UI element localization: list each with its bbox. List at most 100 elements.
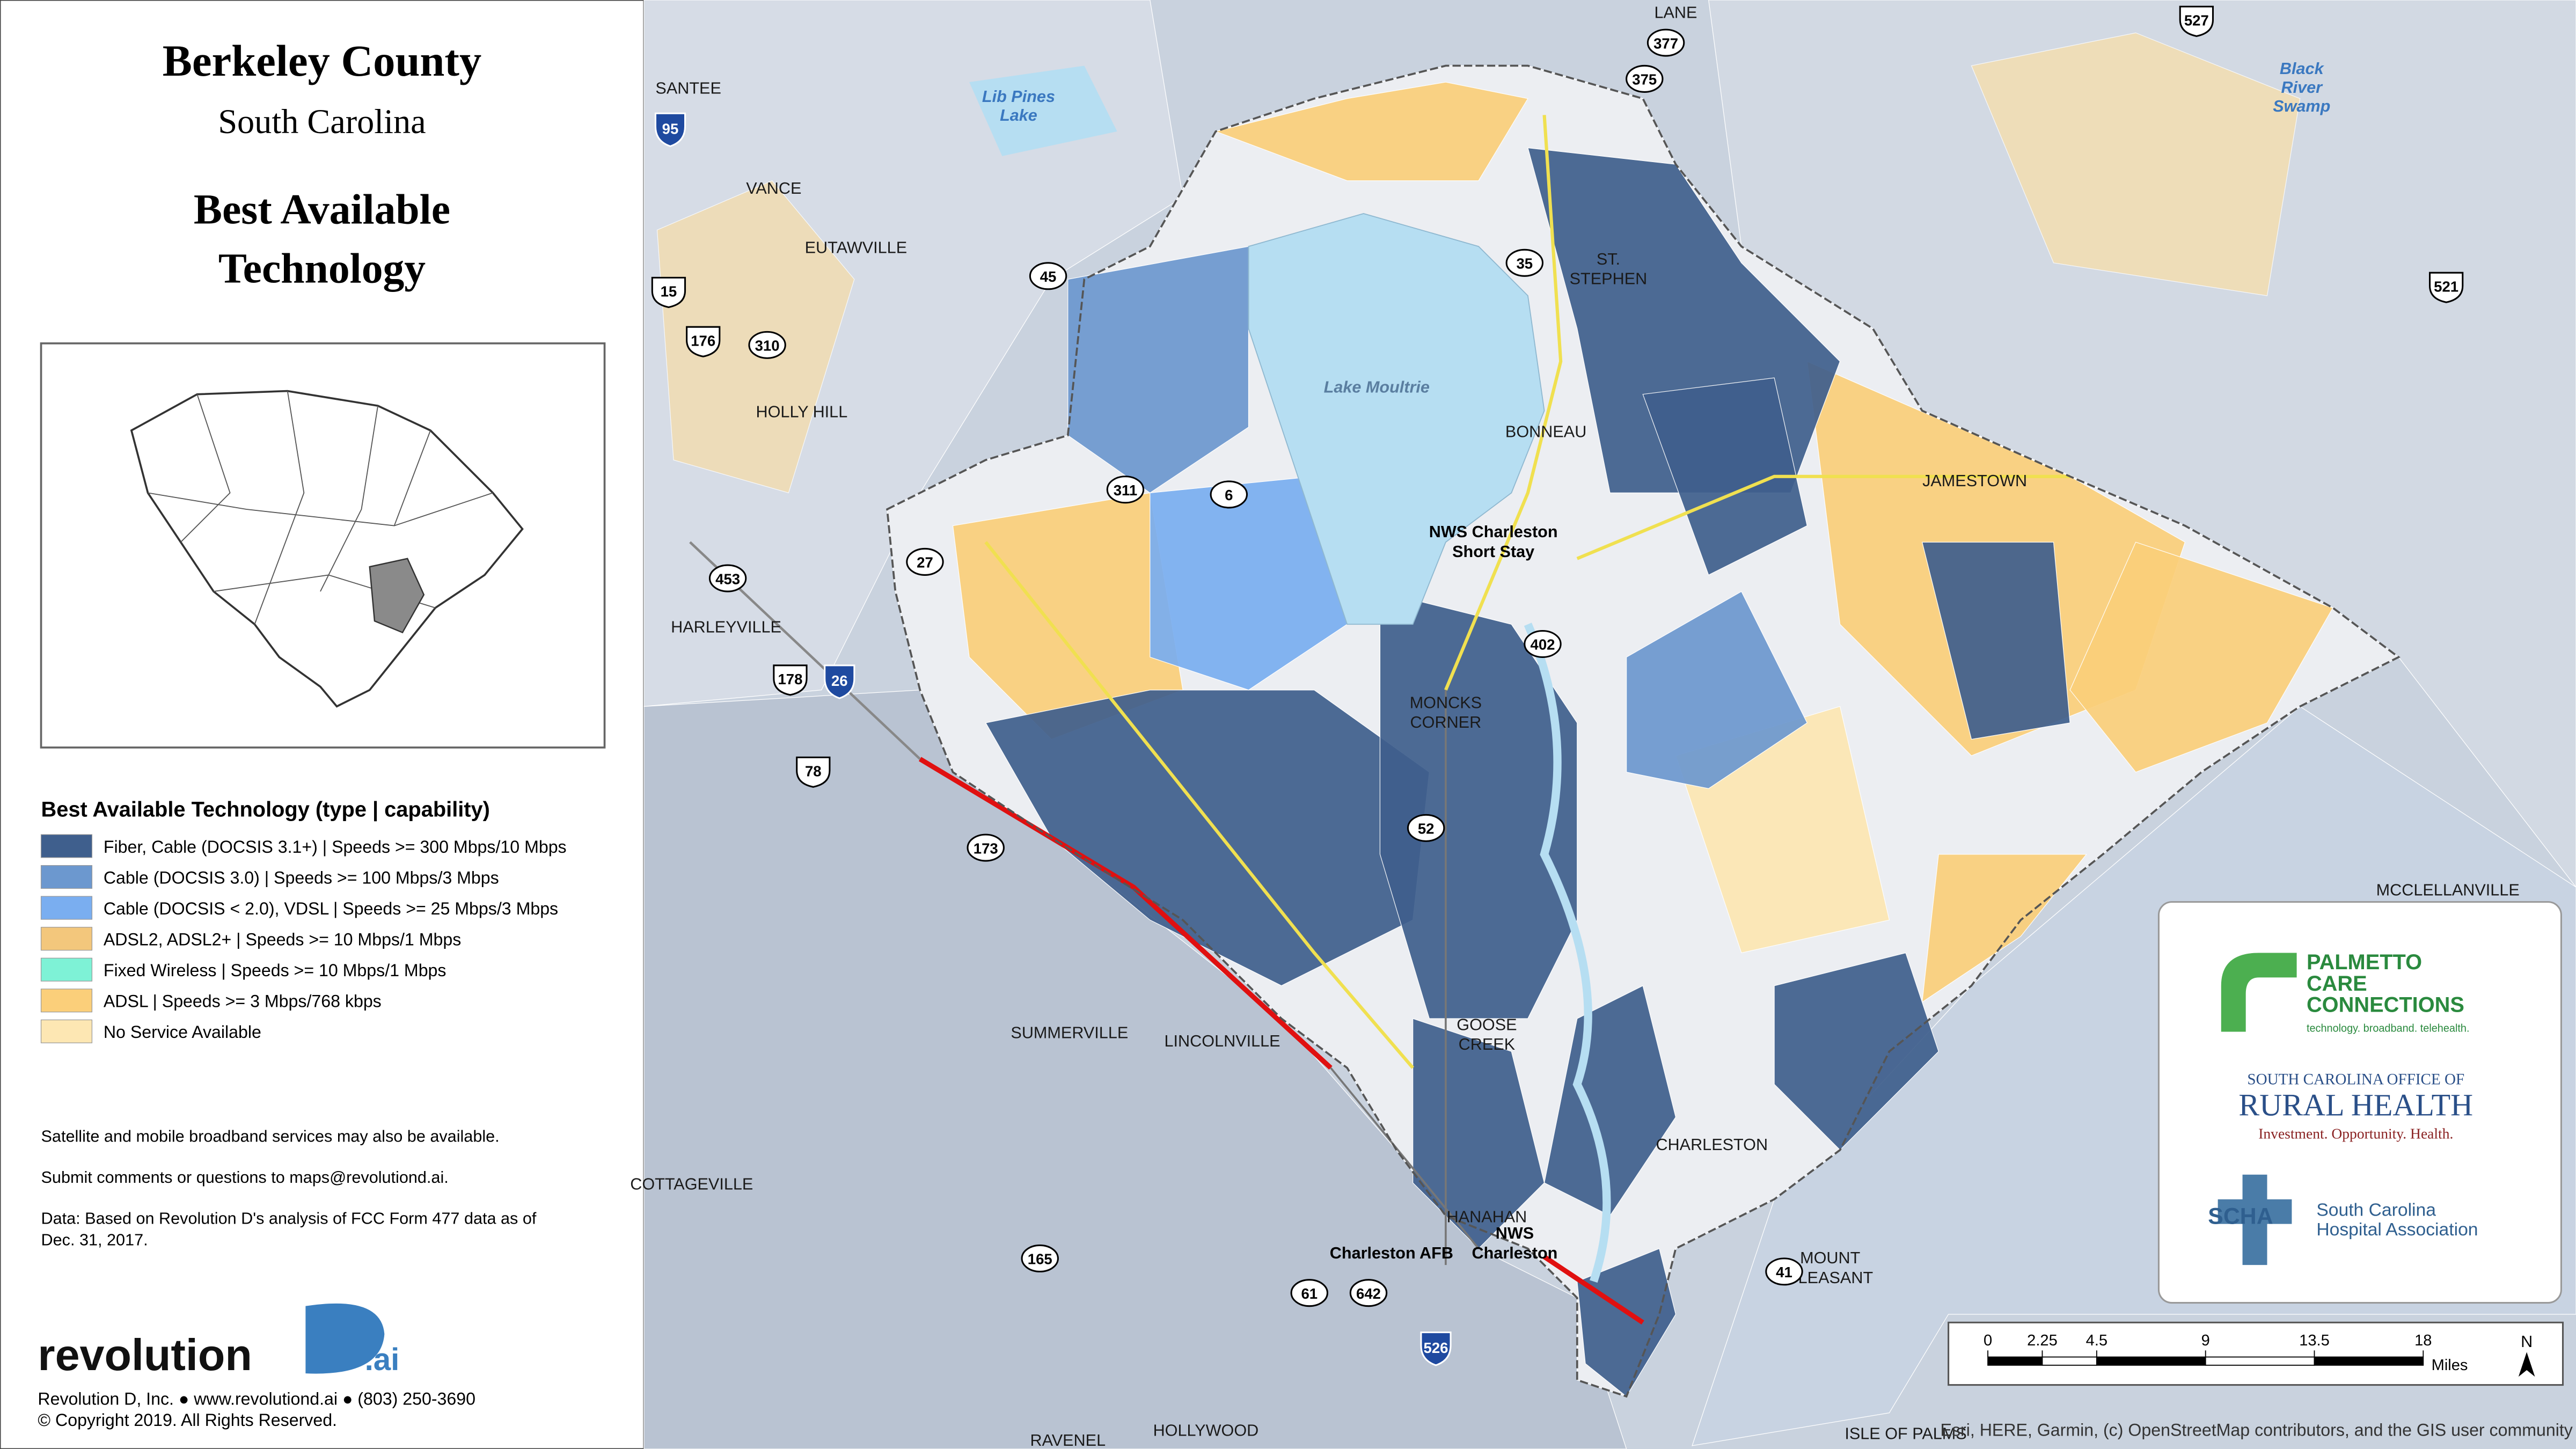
state-shield — [1210, 480, 1248, 509]
legend-swatch — [40, 957, 93, 982]
pcc-text: PALMETTO — [2307, 950, 2422, 974]
coverage-area — [1067, 246, 1249, 494]
orh-tagline: Investment. Opportunity. Health. — [2258, 1125, 2453, 1141]
coverage-area — [1774, 952, 1939, 1151]
scale-label: 4.5 — [2086, 1332, 2107, 1349]
place-label: MCCLELLANVILLE — [2376, 881, 2520, 899]
legend-swatch — [40, 896, 93, 920]
place-label: SANTEE — [655, 79, 721, 97]
water-label: Swamp — [2273, 97, 2330, 115]
heading: Best Available — [194, 186, 450, 233]
us-shield — [686, 326, 721, 357]
place-label: CHARLESTON — [1656, 1136, 1768, 1154]
shield-label: 78 — [805, 763, 822, 779]
legend-label: No Service Available — [104, 1022, 261, 1042]
logo-d — [305, 1303, 385, 1374]
scale-unit: Miles — [2432, 1357, 2468, 1374]
road — [1543, 1255, 1644, 1325]
scale-label: 18 — [2414, 1332, 2432, 1349]
us-shield — [651, 276, 686, 309]
shield-label: 521 — [2434, 278, 2458, 295]
place-label: LINCOLNVILLE — [1165, 1032, 1280, 1050]
place-label: HOLLYWOOD — [1153, 1422, 1259, 1440]
state-shield — [748, 331, 786, 359]
pcc-text: CARE — [2307, 972, 2367, 996]
place-label: RAVENEL — [1030, 1431, 1106, 1449]
shield-label: 377 — [1653, 35, 1678, 52]
legend-label: ADSL | Speeds >= 3 Mbps/768 kbps — [104, 992, 382, 1011]
feature-label: NWS Charleston — [1429, 523, 1558, 541]
shield-label: 165 — [1028, 1251, 1052, 1268]
scale-frame — [1948, 1321, 2564, 1386]
coverage-area — [1921, 541, 2070, 740]
road — [918, 757, 1333, 1070]
shield-label: 173 — [974, 840, 998, 857]
place-label: LANE — [1654, 4, 1697, 22]
state-shield — [1407, 814, 1445, 842]
title: Berkeley County — [163, 36, 482, 85]
scale-label: 13.5 — [2299, 1332, 2330, 1349]
shield-label: 527 — [2184, 12, 2209, 28]
legend-swatch — [40, 834, 93, 858]
footer-line: Revolution D, Inc. ● www.revolutiond.ai … — [38, 1389, 475, 1408]
place-label: VANCE — [746, 179, 801, 197]
lake — [1248, 213, 1545, 625]
subtitle: South Carolina — [218, 103, 426, 141]
footer-line: © Copyright 2019. All Rights Reserved. — [38, 1410, 337, 1430]
us-shield — [2429, 272, 2464, 303]
scale-segment — [2314, 1356, 2424, 1366]
lake — [969, 65, 1117, 156]
scale-label: 0 — [1984, 1332, 1992, 1349]
legend: Fiber, Cable (DOCSIS 3.1+) | Speeds >= 3… — [40, 834, 567, 1043]
shield-label: 526 — [1424, 1340, 1448, 1356]
shield-label: 311 — [1114, 482, 1137, 499]
neighbor-area — [1971, 32, 2301, 296]
pcc-text: CONNECTIONS — [2307, 993, 2464, 1017]
logo-text: revolution — [38, 1330, 252, 1380]
place-label: HARLEYVILLE — [671, 618, 781, 636]
place-label: MONCKS — [1410, 693, 1482, 712]
state-shield — [1290, 1279, 1328, 1307]
coverage-area — [1626, 591, 1808, 789]
road — [984, 541, 1414, 1069]
place-label: EUTAWVILLE — [805, 238, 908, 257]
legend-label: Cable (DOCSIS < 2.0), VDSL | Speeds >= 2… — [104, 899, 558, 918]
water-label: Lake Moultrie — [1324, 378, 1430, 397]
shield-label: 178 — [778, 671, 802, 687]
shield-label: 61 — [1301, 1285, 1318, 1302]
place-label: COTTAGEVILLE — [630, 1175, 753, 1193]
shield-label: 310 — [755, 338, 780, 354]
water-label: River — [2281, 78, 2323, 97]
state-shield — [1021, 1244, 1059, 1272]
shield-label: 27 — [917, 554, 933, 571]
coverage-area — [1543, 985, 1677, 1217]
state-shield — [708, 564, 747, 592]
place-label: STEPHEN — [1570, 270, 1648, 288]
legend-swatch — [40, 989, 93, 1013]
water-label: Lib Pines — [982, 87, 1055, 106]
scale-segment — [2041, 1356, 2097, 1366]
place-label: CORNER — [1410, 713, 1482, 731]
orh-text: RURAL HEALTH — [2238, 1088, 2473, 1123]
feature-label: Short Stay — [1452, 543, 1534, 561]
legend-title: Best Available Technology (type | capabi… — [41, 797, 490, 821]
neighbor-area — [643, 0, 1183, 707]
shield-label: 15 — [661, 283, 677, 300]
place-label: ST. — [1597, 250, 1620, 268]
scha-text: Hospital Association — [2316, 1220, 2478, 1240]
legend-swatch — [40, 927, 93, 951]
state-shield — [1626, 64, 1664, 93]
note: Submit comments or questions to maps@rev… — [41, 1168, 449, 1187]
legend-label: Cable (DOCSIS 3.0) | Speeds >= 100 Mbps/… — [104, 868, 499, 887]
shield-label: 402 — [1531, 636, 1555, 653]
feature-label: Charleston AFB — [1330, 1244, 1453, 1262]
place-label: HOLLY HILL — [756, 403, 848, 421]
water-label: Black — [2280, 60, 2325, 78]
heading: Technology — [218, 245, 426, 292]
state-shield — [1765, 1257, 1803, 1286]
coverage-area — [1214, 82, 1528, 181]
pcc-icon — [2221, 953, 2297, 1032]
shield-label: 45 — [1040, 268, 1057, 285]
coverage-area — [1150, 476, 1348, 691]
